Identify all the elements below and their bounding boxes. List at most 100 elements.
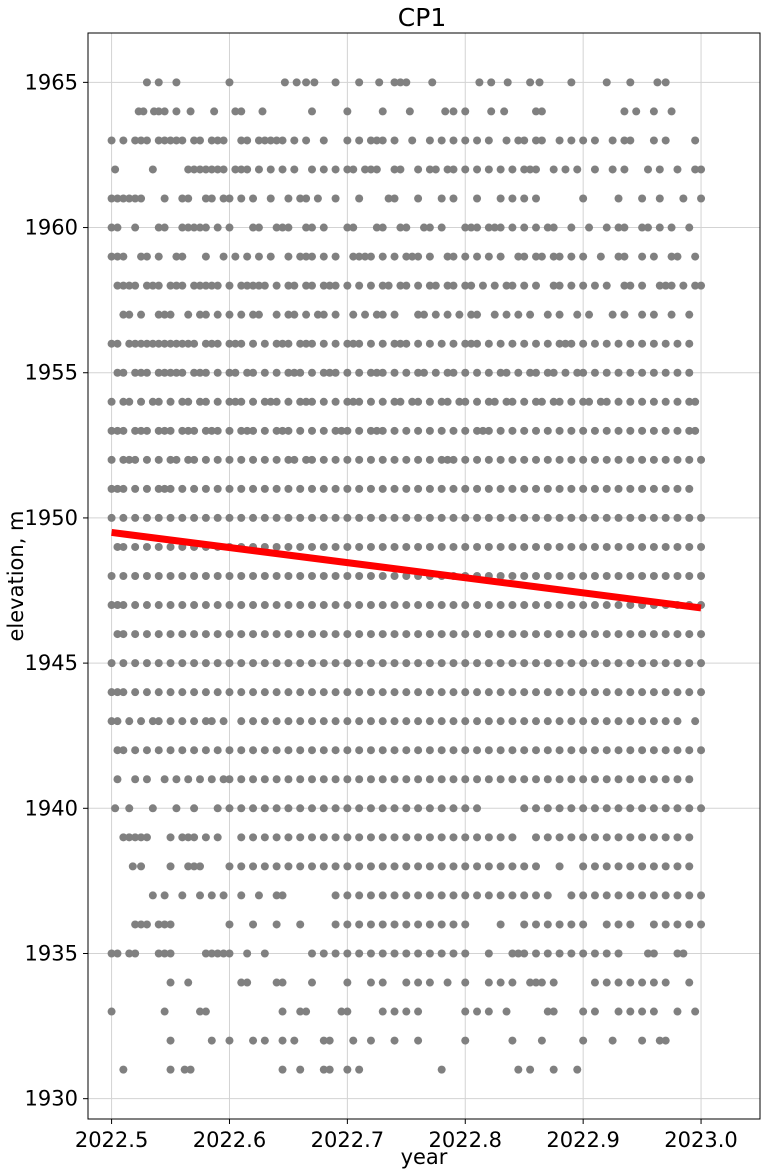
data-point — [414, 339, 423, 348]
data-point — [172, 281, 181, 290]
data-point — [196, 368, 204, 377]
data-point — [673, 368, 682, 377]
data-point — [308, 484, 316, 493]
data-point — [366, 862, 375, 871]
data-point — [691, 281, 700, 290]
data-point — [449, 659, 458, 668]
data-point — [237, 281, 246, 290]
data-point — [484, 484, 493, 493]
y-axis-label: elevation, m — [4, 510, 28, 641]
data-point — [626, 426, 635, 435]
data-point — [225, 281, 234, 290]
data-point — [567, 455, 576, 464]
data-point — [343, 339, 352, 348]
data-point — [372, 368, 381, 377]
data-point — [166, 542, 175, 551]
data-point — [579, 688, 588, 697]
data-point — [685, 746, 694, 755]
data-point — [190, 165, 199, 174]
data-point — [502, 281, 511, 290]
data-point — [366, 659, 375, 668]
data-point — [638, 223, 647, 232]
data-point — [532, 804, 540, 813]
data-point — [496, 978, 505, 987]
y-tick-label: 1940 — [25, 796, 78, 820]
data-point — [602, 630, 611, 639]
data-point — [231, 165, 240, 174]
data-point — [602, 542, 611, 551]
data-point — [532, 455, 540, 464]
data-point — [579, 484, 588, 493]
data-point — [331, 775, 340, 784]
data-point — [154, 136, 163, 145]
data-point — [543, 426, 552, 435]
data-point — [190, 136, 199, 145]
data-point — [201, 833, 210, 842]
data-point — [319, 223, 328, 232]
data-point — [378, 484, 387, 493]
data-point — [160, 310, 169, 319]
data-point — [461, 542, 470, 551]
data-point — [602, 717, 611, 726]
data-point — [308, 281, 316, 290]
data-point — [131, 920, 140, 929]
data-point — [396, 281, 405, 290]
data-point — [673, 862, 682, 871]
data-point — [437, 455, 446, 464]
data-point — [355, 455, 364, 464]
data-point — [390, 455, 399, 464]
data-point — [402, 978, 411, 987]
data-point — [425, 949, 434, 958]
data-point — [402, 804, 411, 813]
data-point — [260, 572, 269, 580]
data-point — [260, 775, 269, 784]
data-point — [697, 513, 706, 522]
data-point — [190, 746, 199, 755]
data-point — [310, 78, 319, 87]
data-point — [148, 281, 157, 290]
data-point — [260, 949, 269, 958]
data-point — [484, 659, 493, 668]
data-point — [190, 833, 199, 842]
data-point — [590, 688, 599, 697]
data-point — [697, 920, 706, 929]
data-point — [213, 339, 222, 348]
data-point — [496, 630, 505, 639]
data-point — [532, 688, 540, 697]
data-point — [496, 601, 505, 610]
data-point — [186, 107, 195, 116]
data-point — [237, 804, 246, 813]
data-point — [113, 484, 122, 493]
data-point — [543, 949, 552, 958]
data-point — [437, 601, 446, 610]
data-point — [579, 1007, 588, 1016]
data-point — [154, 426, 163, 435]
data-point — [614, 717, 623, 726]
data-point — [437, 1065, 446, 1074]
data-point — [425, 804, 434, 813]
data-point — [414, 397, 423, 406]
data-point — [355, 542, 364, 551]
data-point — [343, 513, 352, 522]
data-point — [520, 194, 529, 203]
data-point — [154, 542, 163, 551]
data-point — [107, 949, 116, 958]
data-point — [590, 630, 599, 639]
data-point — [685, 804, 694, 813]
data-point — [325, 1065, 334, 1074]
data-point — [319, 688, 328, 697]
data-point — [343, 717, 352, 726]
data-point — [272, 775, 281, 784]
data-point — [484, 223, 493, 232]
data-point — [225, 862, 234, 871]
data-point — [449, 484, 458, 493]
data-point — [137, 920, 146, 929]
data-point — [579, 426, 588, 435]
data-point — [414, 920, 423, 929]
data-point — [260, 281, 269, 290]
data-point — [396, 339, 405, 348]
data-point — [107, 339, 116, 348]
data-point — [319, 659, 328, 668]
data-point — [579, 920, 588, 929]
data-point — [402, 339, 411, 348]
